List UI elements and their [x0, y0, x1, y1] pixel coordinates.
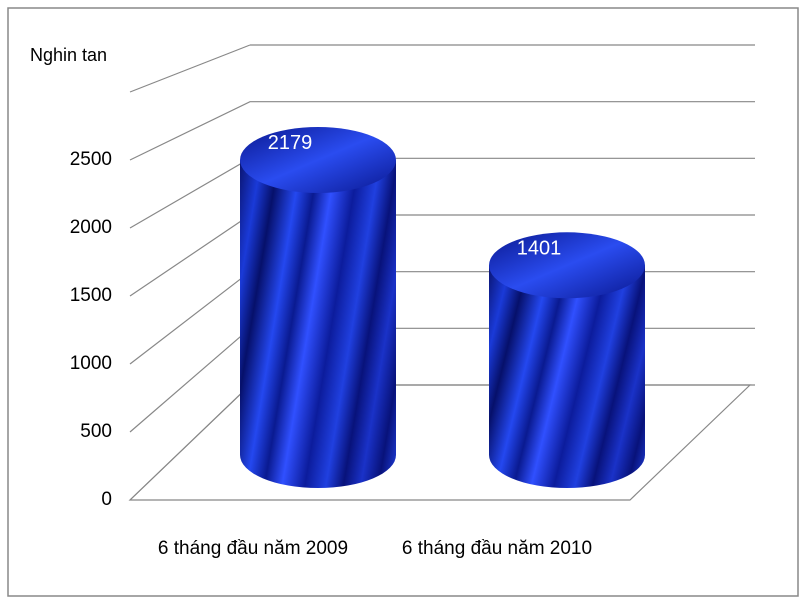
wall-edge [129, 44, 251, 93]
cylinder-body [240, 159, 396, 489]
y-tick-label: 1000 [70, 353, 112, 374]
cylinder-top [489, 232, 645, 299]
y-tick-label: 2000 [70, 217, 112, 238]
value-label: 1401 [517, 238, 562, 260]
cylinder [489, 232, 645, 488]
x-tick-label: 6 tháng đầu năm 2010 [402, 538, 592, 559]
value-label: 2179 [268, 132, 313, 154]
cylinder [240, 126, 396, 489]
y-axis-title: Nghin tan [30, 45, 107, 65]
y-tick-label: 2500 [70, 149, 112, 170]
cylinder-body [489, 265, 645, 488]
grid-line [129, 101, 755, 161]
frame [7, 7, 799, 597]
y-tick-label: 1500 [70, 285, 112, 306]
y-tick-label: 0 [101, 489, 112, 510]
y-tick-label: 500 [80, 421, 112, 442]
cylinder-top [240, 126, 396, 193]
x-tick-label: 6 tháng đầu năm 2009 [158, 538, 348, 559]
